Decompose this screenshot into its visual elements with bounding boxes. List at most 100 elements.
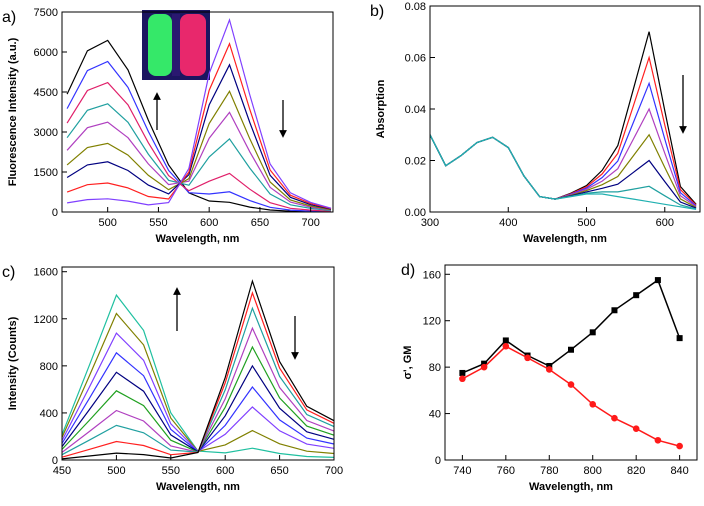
data-line (61, 351, 335, 453)
y-tick-label: 0.06 (405, 53, 426, 65)
x-tick-label: 760 (497, 465, 515, 477)
plot-frame (61, 11, 334, 213)
y-tick-label: 4500 (34, 87, 58, 99)
x-tick-label: 600 (216, 465, 234, 477)
plot-frame (429, 5, 701, 213)
x-tick-label: 500 (107, 465, 125, 477)
x-tick-label: 300 (421, 217, 439, 229)
y-tick-label: 0.02 (405, 156, 426, 168)
y-tick-label: 120 (423, 316, 441, 328)
x-tick-label: 840 (670, 465, 688, 477)
data-line (66, 111, 332, 211)
x-tick-label: 740 (453, 465, 471, 477)
marker (545, 366, 553, 373)
y-tick-label: 3000 (34, 127, 58, 139)
y-tick-label: 0 (435, 455, 441, 467)
y-axis-label: Intensity (Counts) (7, 316, 19, 410)
marker (524, 354, 531, 362)
data-line (462, 345, 680, 447)
data-line (61, 345, 335, 453)
data-line (61, 279, 335, 460)
arrows (153, 75, 687, 360)
marker (568, 346, 574, 353)
y-tick-label: 1600 (34, 267, 58, 279)
y-tick-label: 40 (429, 409, 441, 421)
y-tick-label: 0 (52, 207, 58, 219)
data-line (61, 332, 335, 453)
x-tick-label: 650 (251, 217, 269, 229)
x-axis-label: Wavelength, nm (523, 233, 607, 245)
marker (480, 363, 488, 371)
y-tick-label: 400 (40, 408, 58, 420)
x-tick-label: 820 (627, 465, 645, 477)
panel-label: d) (401, 262, 415, 279)
x-axis-label: Wavelength, nm (156, 233, 240, 245)
marker (481, 360, 488, 367)
marker (567, 381, 575, 388)
y-tick-label: 0 (52, 455, 58, 467)
marker (589, 400, 597, 408)
x-tick-label: 700 (301, 217, 319, 229)
data-line (66, 81, 332, 212)
x-tick-label: 400 (499, 217, 517, 229)
x-tick-label: 780 (540, 465, 558, 477)
data-line (61, 364, 335, 453)
data-line (429, 81, 697, 207)
y-tick-label: 800 (40, 361, 58, 373)
marker (459, 369, 466, 376)
panel-label: c) (2, 264, 15, 281)
y-axis-label: Fluorescence Intensity (a.u.) (7, 37, 19, 186)
inset-photo (142, 10, 210, 80)
data-line (66, 60, 332, 213)
y-tick-label: 1200 (34, 314, 58, 326)
y-tick-label: 6000 (34, 47, 58, 59)
data-line (429, 107, 697, 208)
data-line (66, 63, 332, 210)
marker (502, 337, 509, 344)
x-tick-label: 550 (149, 217, 167, 229)
marker (459, 375, 466, 383)
data-line (429, 55, 697, 206)
y-tick-label: 1500 (34, 167, 58, 179)
x-tick-label: 700 (325, 465, 343, 477)
panel-label: a) (2, 9, 16, 26)
y-tick-label: 7500 (34, 7, 58, 19)
marker (633, 292, 640, 299)
x-tick-label: 450 (53, 465, 71, 477)
data-line (429, 31, 697, 205)
y-axis-label: σ', GM (402, 346, 414, 380)
marker (654, 277, 661, 284)
x-tick-label: 600 (200, 217, 218, 229)
x-axis-label: Wavelength, nm (156, 481, 240, 493)
x-axis-label: Wavelength, nm (529, 481, 613, 493)
marker (632, 425, 640, 432)
data-line (66, 41, 332, 210)
y-tick-label: 0.04 (405, 104, 426, 116)
x-tick-label: 800 (584, 465, 602, 477)
marker (611, 414, 618, 422)
data-line (429, 134, 697, 210)
x-tick-label: 500 (577, 217, 595, 229)
data-line (66, 90, 332, 211)
data-line (462, 278, 681, 374)
data-line (67, 17, 332, 209)
marker (676, 335, 683, 342)
marker (676, 442, 683, 450)
x-tick-label: 600 (656, 217, 674, 229)
marker (502, 342, 510, 350)
marker (654, 436, 662, 444)
panel-label: b) (370, 3, 384, 20)
marker (589, 329, 596, 336)
x-tick-label: 650 (270, 465, 288, 477)
y-tick-label: 160 (423, 269, 441, 281)
data-line (66, 39, 332, 213)
y-tick-label: 80 (429, 362, 441, 374)
y-tick-label: 0.00 (405, 207, 426, 219)
plot-frame (61, 266, 335, 461)
data-line (66, 103, 332, 212)
y-tick-label: 0.08 (405, 1, 426, 13)
plot-frame (444, 264, 698, 461)
x-tick-label: 500 (98, 217, 116, 229)
x-tick-label: 550 (162, 465, 180, 477)
